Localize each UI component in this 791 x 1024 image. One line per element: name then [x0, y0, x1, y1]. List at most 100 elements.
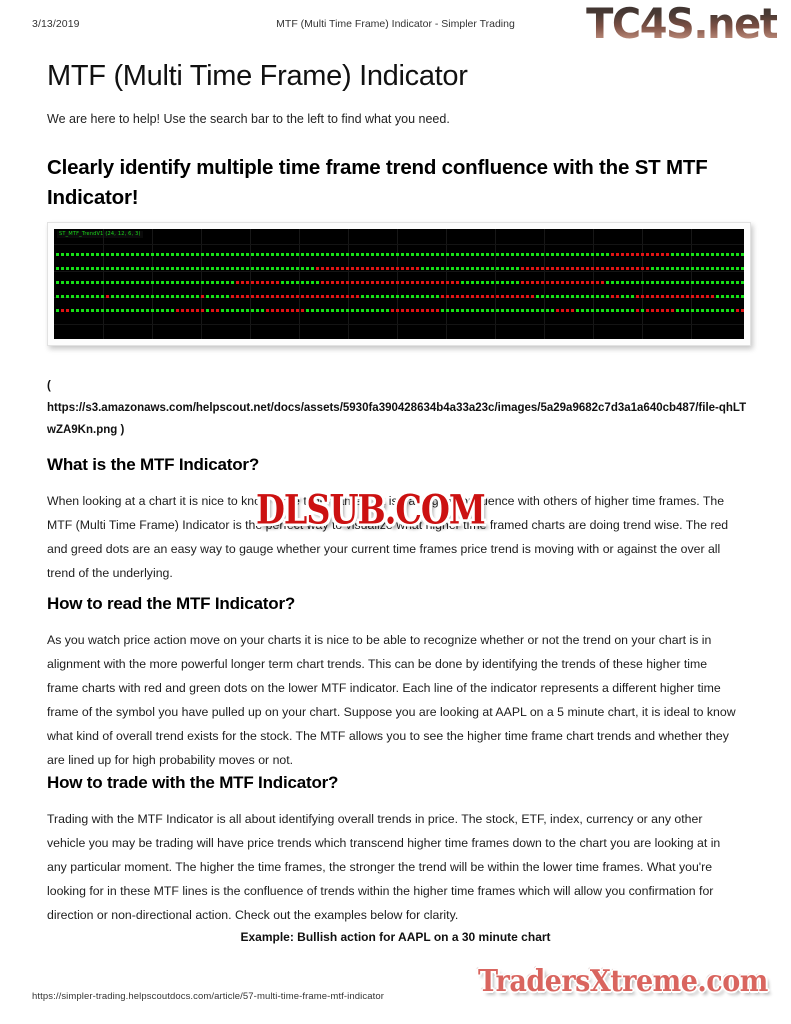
mtf-dot	[136, 281, 139, 284]
mtf-dot	[691, 295, 694, 298]
mtf-dot	[726, 281, 729, 284]
mtf-dot	[681, 267, 684, 270]
mtf-dot	[331, 253, 334, 256]
mtf-dot	[676, 281, 679, 284]
mtf-dot	[271, 267, 274, 270]
mtf-dot	[421, 281, 424, 284]
mtf-dot	[176, 295, 179, 298]
mtf-dot	[626, 295, 629, 298]
mtf-dot	[251, 295, 254, 298]
mtf-dot	[626, 253, 629, 256]
mtf-dot	[66, 253, 69, 256]
mtf-dot	[606, 295, 609, 298]
mtf-dot	[446, 267, 449, 270]
mtf-dot	[276, 253, 279, 256]
mtf-dot	[316, 309, 319, 312]
mtf-dot	[286, 295, 289, 298]
mtf-dot	[671, 295, 674, 298]
mtf-dot	[326, 295, 329, 298]
mtf-dot	[461, 281, 464, 284]
mtf-dot	[391, 295, 394, 298]
mtf-dot	[376, 267, 379, 270]
mtf-dot	[556, 295, 559, 298]
mtf-dot	[111, 309, 114, 312]
mtf-dot	[451, 295, 454, 298]
mtf-dot	[231, 281, 234, 284]
mtf-dot	[656, 281, 659, 284]
mtf-dot	[86, 309, 89, 312]
section-heading: How to trade with the MTF Indicator?	[47, 773, 339, 792]
mtf-dot	[681, 295, 684, 298]
mtf-dot	[506, 309, 509, 312]
mtf-dot	[221, 295, 224, 298]
mtf-dot	[686, 253, 689, 256]
mtf-dot	[286, 253, 289, 256]
mtf-dot	[546, 267, 549, 270]
mtf-dot	[151, 295, 154, 298]
mtf-dot	[161, 281, 164, 284]
mtf-dot	[576, 281, 579, 284]
mtf-dot	[111, 253, 114, 256]
mtf-dot	[271, 281, 274, 284]
chart-gridline-horizontal	[54, 297, 744, 299]
mtf-dot	[471, 309, 474, 312]
mtf-dot	[191, 309, 194, 312]
mtf-dot	[101, 253, 104, 256]
tradersxtreme-watermark: TradersXtreme.com	[478, 964, 768, 999]
mtf-dot	[416, 267, 419, 270]
mtf-dot	[331, 309, 334, 312]
mtf-dot	[76, 267, 79, 270]
mtf-dot	[651, 281, 654, 284]
mtf-dot	[326, 309, 329, 312]
mtf-dot	[706, 267, 709, 270]
mtf-dot	[456, 253, 459, 256]
mtf-dot	[436, 309, 439, 312]
mtf-dot	[171, 253, 174, 256]
mtf-dot	[516, 253, 519, 256]
mtf-dot	[571, 281, 574, 284]
mtf-dot	[156, 281, 159, 284]
mtf-dot	[676, 253, 679, 256]
mtf-dot	[96, 253, 99, 256]
mtf-dot	[91, 253, 94, 256]
mtf-dot	[516, 309, 519, 312]
mtf-dot	[171, 281, 174, 284]
mtf-dot	[451, 267, 454, 270]
mtf-dot	[301, 281, 304, 284]
mtf-dot	[121, 295, 124, 298]
mtf-dot	[596, 309, 599, 312]
mtf-dot	[71, 295, 74, 298]
section-body: As you watch price action move on your c…	[47, 633, 736, 767]
mtf-dot	[91, 309, 94, 312]
mtf-dot	[661, 295, 664, 298]
mtf-dot	[276, 309, 279, 312]
mtf-dot	[461, 295, 464, 298]
mtf-dot	[296, 309, 299, 312]
mtf-dot	[56, 281, 59, 284]
mtf-dot	[541, 281, 544, 284]
mtf-dot	[241, 267, 244, 270]
mtf-dot	[96, 267, 99, 270]
mtf-dot	[636, 309, 639, 312]
mtf-dot	[491, 295, 494, 298]
mtf-dot	[721, 309, 724, 312]
mtf-dot	[281, 267, 284, 270]
mtf-dot	[136, 267, 139, 270]
mtf-dot	[646, 253, 649, 256]
mtf-dot	[716, 253, 719, 256]
mtf-dot	[596, 281, 599, 284]
mtf-dot	[121, 281, 124, 284]
mtf-dot	[406, 309, 409, 312]
mtf-dot	[516, 295, 519, 298]
mtf-dot	[336, 309, 339, 312]
mtf-dot	[411, 253, 414, 256]
mtf-dot	[161, 295, 164, 298]
mtf-dot	[251, 253, 254, 256]
mtf-dot	[131, 309, 134, 312]
mtf-dot	[346, 253, 349, 256]
mtf-dot	[501, 295, 504, 298]
mtf-dot	[491, 281, 494, 284]
mtf-dot	[191, 253, 194, 256]
mtf-dot	[511, 267, 514, 270]
mtf-dot	[351, 253, 354, 256]
